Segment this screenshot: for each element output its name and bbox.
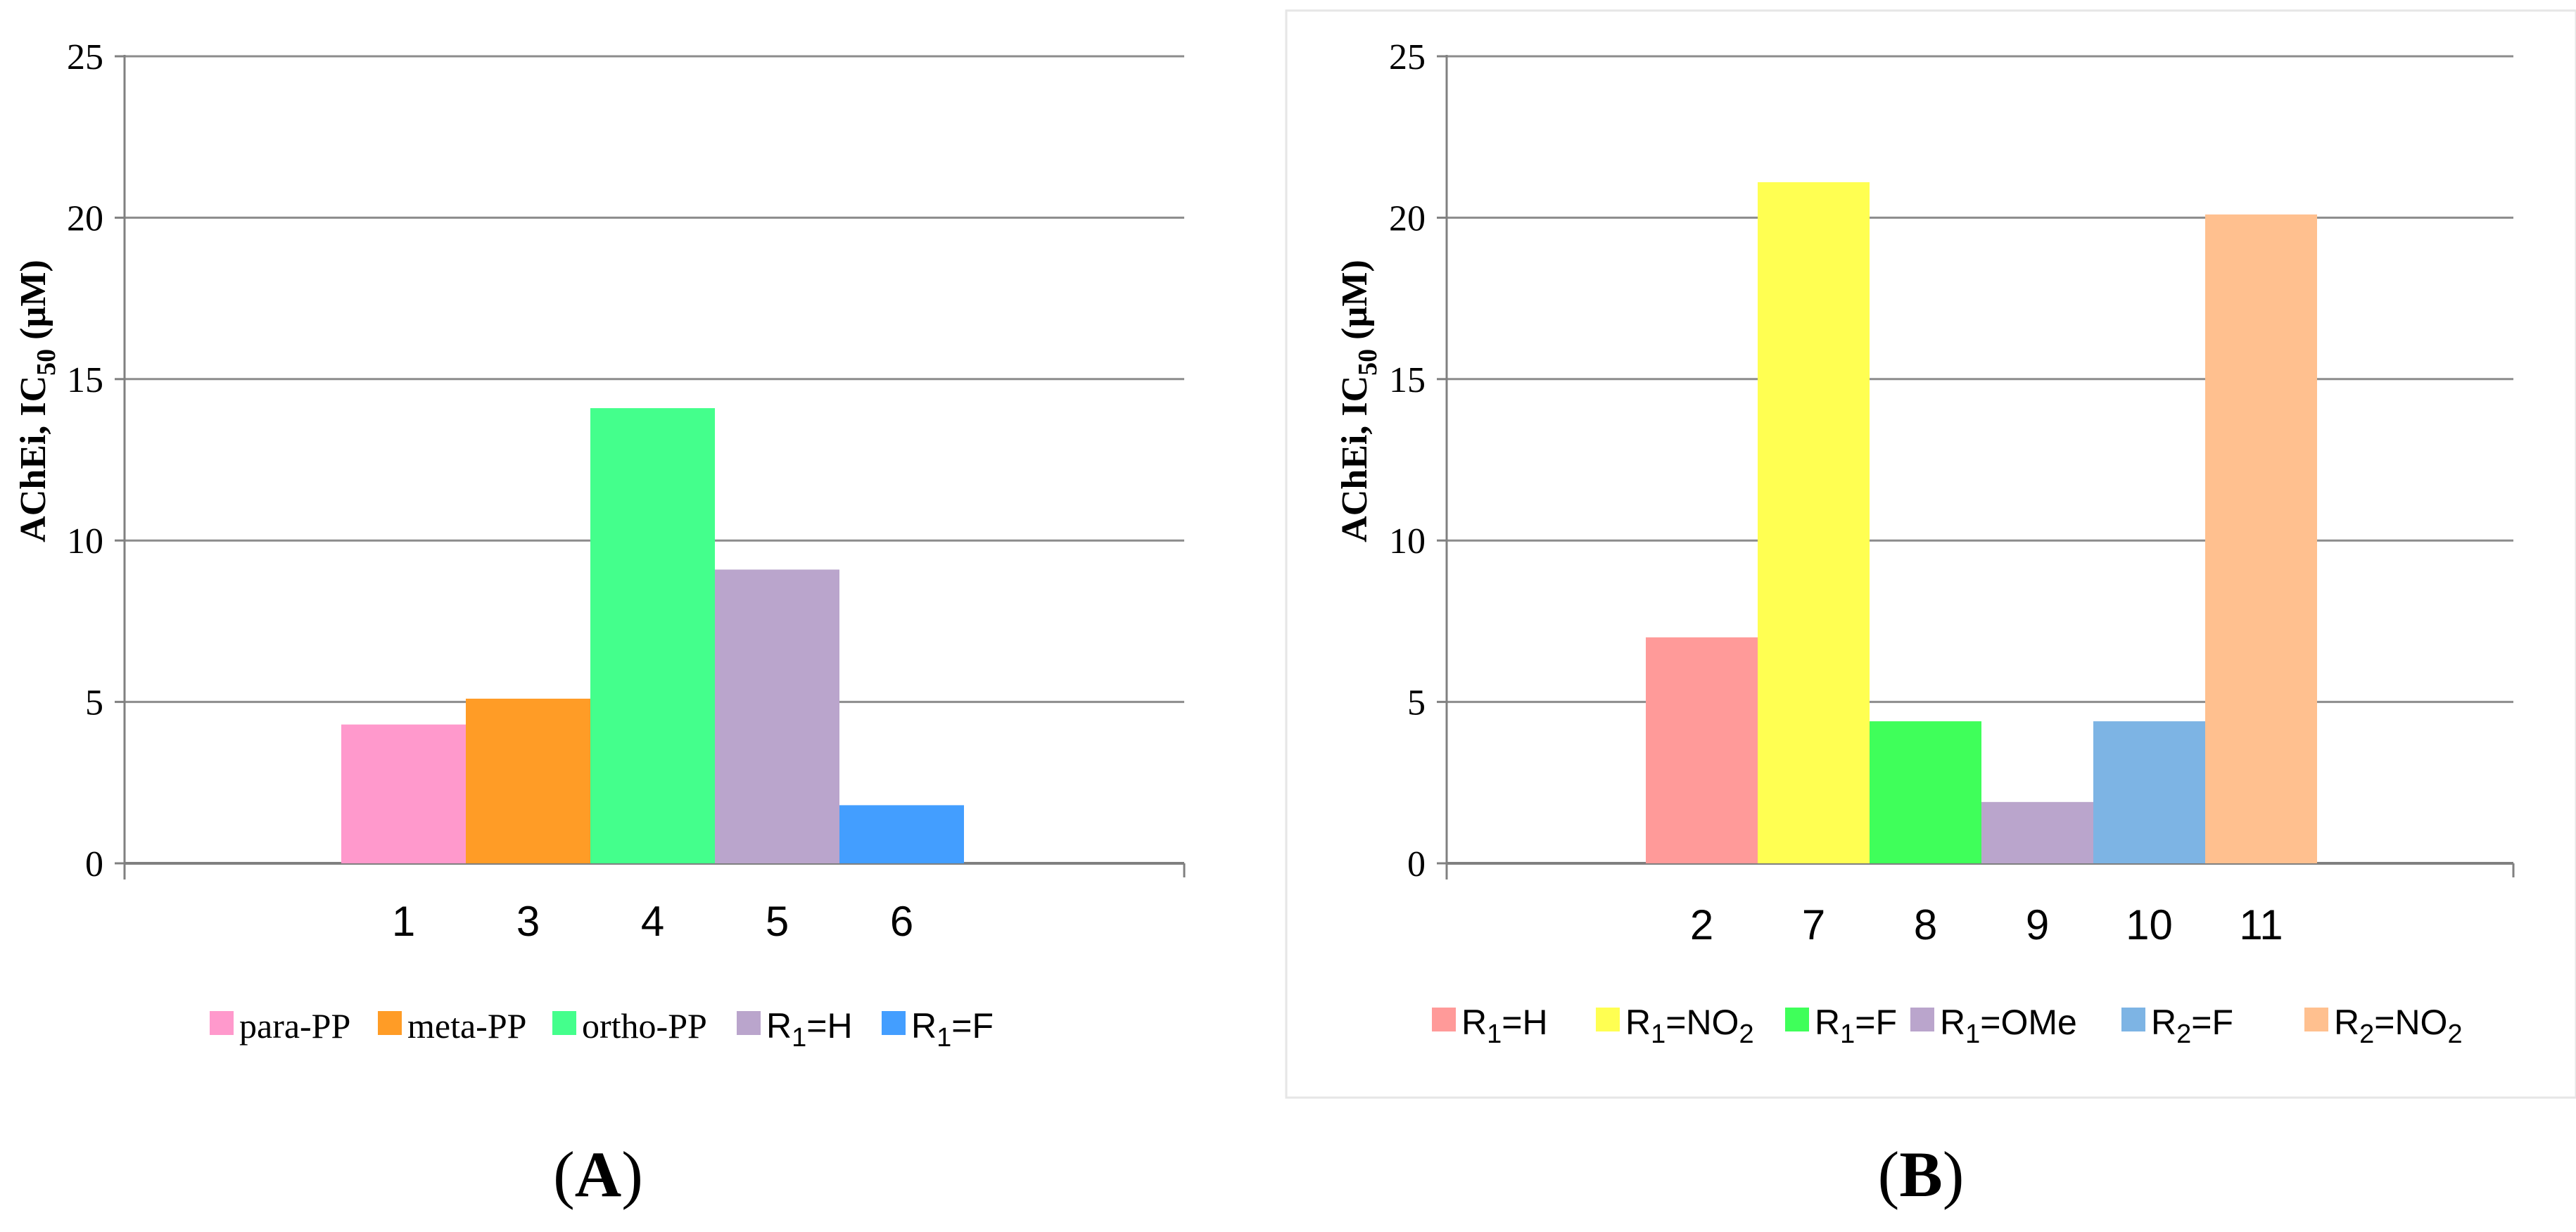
chart-a-y-ticks: 0 5 10 15 20 25	[67, 37, 125, 884]
chart-b-y-ticks: 0 5 10 15 20 25	[1389, 37, 1447, 884]
x-tick-label: 7	[1802, 901, 1825, 948]
x-tick-label: 4	[641, 898, 664, 945]
legend-label: para-PP	[239, 1006, 350, 1046]
legend-label: R2=NO2	[2334, 1003, 2463, 1049]
bar-11	[2205, 214, 2317, 863]
panel-label-b: (B)	[1878, 1138, 1965, 1210]
y-tick-label: 10	[1389, 521, 1426, 561]
y-tick-label: 5	[85, 683, 103, 723]
bar-1	[341, 724, 466, 863]
x-tick-label: 2	[1690, 901, 1713, 948]
legend-label: R1=NO2	[1625, 1003, 1754, 1049]
x-tick-label: 8	[1914, 901, 1937, 948]
legend-swatch	[737, 1011, 761, 1035]
legend-label: R1=F	[911, 1006, 994, 1053]
legend-label: R1=OMe	[1940, 1003, 2077, 1049]
x-tick-label: 10	[2126, 901, 2173, 948]
legend-label: R1=H	[1461, 1003, 1548, 1049]
x-tick-label: 9	[2026, 901, 2049, 948]
legend-swatch	[210, 1011, 234, 1035]
y-tick-label: 5	[1407, 683, 1426, 723]
bar-5	[715, 569, 839, 863]
chart-panel-a: 0 5 10 15 20 25 1 3 4 5 6 AChEi, IC50 (µM) para-P…	[13, 37, 1186, 1053]
legend-swatch	[1785, 1008, 1809, 1031]
bar-8	[1870, 721, 1981, 863]
y-tick-label: 10	[67, 521, 103, 561]
chart-b-frame	[1285, 9, 2576, 1099]
bar-3	[466, 699, 590, 863]
chart-panel-b: 0 5 10 15 20 25 2 7 8 9 10 11 AChEi, IC50 (µM) R1=…	[1335, 37, 2515, 1049]
bar-4	[590, 408, 715, 863]
legend-swatch	[378, 1011, 402, 1035]
bar-6	[839, 805, 964, 863]
y-tick-label: 25	[1389, 37, 1426, 77]
chart-b-legend: R1=H R1=NO2 R1=F R1=OMe R2=F R2=NO2	[1432, 1003, 2463, 1049]
chart-b-bars	[1646, 182, 2317, 863]
chart-a-bars	[341, 408, 964, 863]
legend-swatch	[2304, 1008, 2328, 1031]
y-tick-label: 0	[85, 844, 103, 884]
legend-swatch	[552, 1011, 576, 1035]
legend-swatch	[1432, 1008, 1456, 1031]
legend-swatch	[2121, 1008, 2145, 1031]
y-tick-label: 0	[1407, 844, 1426, 884]
bar-9	[1981, 801, 2093, 863]
chart-b-x-ticks: 2 7 8 9 10 11	[1690, 901, 2283, 948]
x-tick-label: 1	[392, 898, 415, 945]
chart-a-legend: para-PP meta-PP ortho-PP R1=H R1=F	[210, 1006, 994, 1053]
legend-swatch	[1910, 1008, 1934, 1031]
y-tick-label: 15	[67, 360, 103, 400]
legend-swatch	[882, 1011, 906, 1035]
bar-2	[1646, 637, 1758, 863]
chart-a-ylabel: AChEi, IC50 (µM)	[13, 260, 61, 542]
legend-label: ortho-PP	[582, 1006, 707, 1046]
chart-b-ylabel: AChEi, IC50 (µM)	[1335, 260, 1383, 542]
bar-7	[1758, 182, 1870, 863]
x-tick-label: 11	[2239, 901, 2283, 948]
panel-label-a: (A)	[553, 1138, 643, 1210]
legend-label: R1=F	[1815, 1003, 1897, 1049]
legend-label: meta-PP	[407, 1006, 526, 1046]
x-tick-label: 6	[890, 898, 913, 945]
y-tick-label: 25	[67, 37, 103, 77]
legend-label: R2=F	[2151, 1003, 2233, 1049]
y-tick-label: 20	[1389, 198, 1426, 239]
y-tick-label: 15	[1389, 360, 1426, 400]
x-tick-label: 5	[766, 898, 789, 945]
legend-label: R1=H	[766, 1006, 853, 1053]
y-tick-label: 20	[67, 198, 103, 239]
chart-a-x-ticks: 1 3 4 5 6	[392, 898, 913, 945]
legend-swatch	[1596, 1008, 1620, 1031]
x-tick-label: 3	[516, 898, 540, 945]
bar-10	[2093, 721, 2205, 863]
